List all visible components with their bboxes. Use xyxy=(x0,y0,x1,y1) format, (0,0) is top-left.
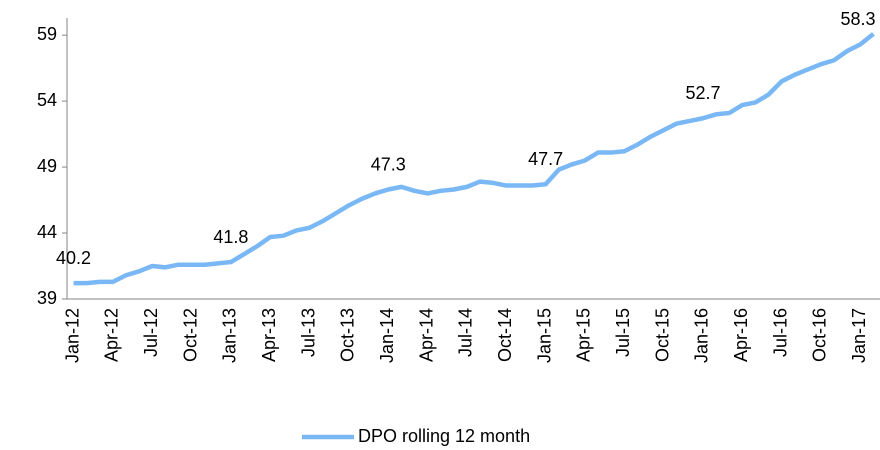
x-tick-label: Apr-16 xyxy=(731,308,751,362)
x-tick-label: Jul-15 xyxy=(613,308,633,357)
x-tick-label: Jan-16 xyxy=(692,308,712,363)
x-tick-label: Apr-15 xyxy=(574,308,594,362)
data-label: 47.3 xyxy=(371,154,406,174)
x-tick-label: Jan-12 xyxy=(62,308,82,363)
data-label: 41.8 xyxy=(213,227,248,247)
x-tick-label: Jul-14 xyxy=(456,308,476,357)
x-tick-label: Jan-15 xyxy=(534,308,554,363)
x-tick-label: Oct-12 xyxy=(180,308,200,362)
data-line xyxy=(73,32,875,286)
x-tick-label: Oct-15 xyxy=(652,308,672,362)
y-tick-label: 54 xyxy=(37,90,57,110)
data-label: 58.3 xyxy=(840,9,875,29)
x-tick-label: Oct-16 xyxy=(810,308,830,362)
x-tick-label: Jul-16 xyxy=(770,308,790,357)
y-tick-label: 39 xyxy=(37,288,57,308)
x-tick-label: Jan-14 xyxy=(377,308,397,363)
y-tick-label: 44 xyxy=(37,222,57,242)
x-tick-label: Apr-12 xyxy=(102,308,122,362)
data-label: 47.7 xyxy=(528,149,563,169)
x-tick-label: Oct-13 xyxy=(338,308,358,362)
data-label: 52.7 xyxy=(685,83,720,103)
data-label: 40.2 xyxy=(56,248,91,268)
x-tick-label: Jan-13 xyxy=(220,308,240,363)
y-tick-label: 59 xyxy=(37,24,57,44)
x-tick-label: Oct-14 xyxy=(495,308,515,362)
x-tick-label: Jul-12 xyxy=(141,308,161,357)
x-tick-label: Jan-17 xyxy=(849,308,869,363)
x-tick-label: Jul-13 xyxy=(298,308,318,357)
y-tick-label: 49 xyxy=(37,156,57,176)
legend-label: DPO rolling 12 month xyxy=(358,426,530,446)
x-tick-label: Apr-14 xyxy=(416,308,436,362)
x-tick-label: Apr-13 xyxy=(259,308,279,362)
